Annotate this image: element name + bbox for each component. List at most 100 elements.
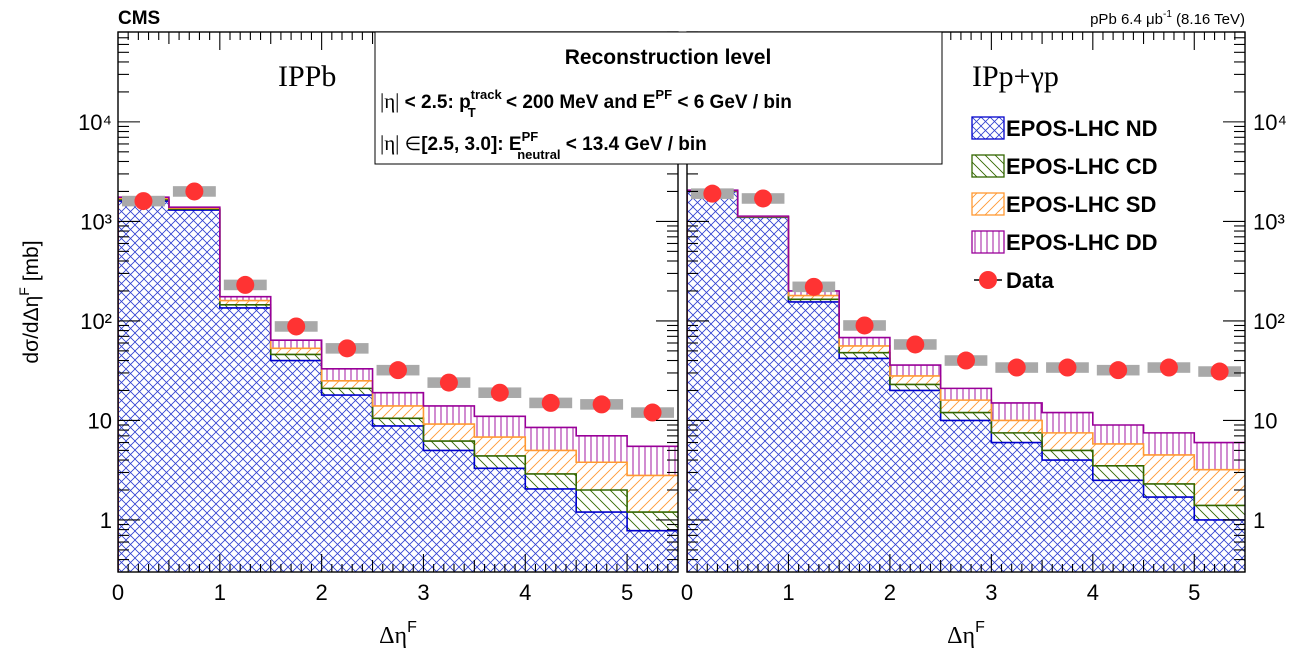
- legend-swatch: [971, 154, 1005, 178]
- bar-epos-lhc-dd-2: [219, 296, 271, 301]
- bar-epos-lhc-cd-7: [1042, 450, 1093, 461]
- data-point-10: [1210, 362, 1229, 381]
- bar-epos-lhc-sd-6: [423, 424, 475, 442]
- bar-epos-lhc-sd-5: [940, 400, 992, 413]
- y-tick-label: 10³: [1253, 209, 1285, 234]
- bar-epos-lhc-cd-10: [627, 512, 678, 531]
- bar-epos-lhc-nd-3: [839, 358, 890, 572]
- bar-epos-lhc-sd-7: [474, 437, 526, 456]
- data-point-8: [541, 393, 560, 412]
- bar-epos-lhc-sd-4: [889, 375, 941, 385]
- step-epos-lhc-cd: [118, 198, 678, 572]
- bar-epos-lhc-cd-2: [788, 299, 840, 302]
- plot-frame: [686, 31, 1246, 573]
- legend-label: EPOS-LHC SD: [1006, 192, 1156, 217]
- y-tick-label: 10: [88, 408, 112, 433]
- bar-epos-lhc-cd-10: [1194, 505, 1245, 520]
- y-tick-label: 10: [1253, 408, 1277, 433]
- bar-epos-lhc-dd-3: [839, 337, 890, 346]
- bar-epos-lhc-cd-2: [219, 304, 271, 308]
- bar-epos-lhc-dd-9: [576, 435, 628, 463]
- bar-epos-lhc-nd-8: [1092, 480, 1144, 572]
- data-point-9: [592, 395, 611, 414]
- data-point-5: [957, 351, 975, 370]
- data-point-5: [389, 361, 407, 380]
- bar-epos-lhc-nd-1: [737, 217, 789, 572]
- step-epos-lhc-dd: [687, 189, 1245, 572]
- bar-epos-lhc-nd-5: [940, 420, 992, 572]
- x-tick-label: 5: [1188, 580, 1200, 605]
- bar-epos-lhc-cd-9: [1143, 483, 1195, 498]
- bar-epos-lhc-dd-7: [1042, 412, 1093, 433]
- panel-1: 0 1 2 3 4 5 1 10 10² 10³ 10⁴ ΔηF IPPb dσ/dΔηF [mb]: [16, 31, 679, 649]
- x-tick-label: 3: [985, 580, 997, 605]
- bar-epos-lhc-nd-7: [474, 468, 526, 572]
- x-tick-label: 5: [621, 580, 633, 605]
- data-point-6: [1007, 358, 1026, 377]
- bar-epos-lhc-sd-8: [525, 450, 577, 474]
- bar-epos-lhc-sd-5: [372, 405, 424, 419]
- bar-epos-lhc-cd-3: [270, 354, 322, 361]
- legend-item-epos-lhc-dd: EPOS-LHC DD: [971, 230, 1158, 255]
- x-tick-label: 1: [214, 580, 226, 605]
- x-tick-label: 2: [316, 580, 328, 605]
- bar-epos-lhc-dd-4: [889, 365, 941, 376]
- bar-epos-lhc-cd-7: [474, 455, 526, 469]
- legend-label: EPOS-LHC DD: [1006, 230, 1158, 255]
- x-tick-label: 1: [782, 580, 794, 605]
- bar-epos-lhc-nd-10: [1194, 519, 1245, 572]
- data-point-9: [1159, 358, 1178, 377]
- bar-epos-lhc-nd-5: [372, 425, 424, 572]
- bar-epos-lhc-cd-5: [372, 418, 424, 426]
- x-tick-label: 0: [112, 580, 124, 605]
- step-epos-lhc-nd: [118, 200, 678, 572]
- legend-swatch: [971, 192, 1005, 216]
- bar-epos-lhc-sd-9: [1143, 454, 1195, 484]
- bar-epos-lhc-sd-4: [321, 380, 373, 389]
- x-tick-label: 2: [884, 580, 896, 605]
- legend-item-epos-lhc-sd: EPOS-LHC SD: [971, 192, 1156, 217]
- data-point-7: [490, 383, 509, 402]
- x-tick-label: 4: [1087, 580, 1099, 605]
- step-epos-lhc-dd: [118, 196, 678, 572]
- data-point-6: [439, 373, 458, 392]
- bar-epos-lhc-nd-9: [576, 512, 628, 572]
- bar-epos-lhc-nd-7: [1042, 460, 1093, 572]
- bar-epos-lhc-nd-1: [168, 210, 220, 572]
- bar-epos-lhc-dd-8: [525, 427, 577, 451]
- bar-epos-lhc-nd-10: [627, 530, 678, 572]
- bar-epos-lhc-dd-5: [940, 388, 992, 401]
- bar-epos-lhc-nd-3: [270, 360, 322, 572]
- bar-epos-lhc-dd-5: [372, 392, 424, 406]
- data-point-4: [338, 339, 357, 358]
- y-tick-label: 1: [100, 508, 112, 533]
- luminosity-label: pPb 6.4 μb-1 (8.16 TeV): [1090, 9, 1245, 28]
- bar-epos-lhc-sd-8: [1092, 443, 1144, 466]
- data-point-8: [1109, 361, 1128, 380]
- data-point-10: [643, 403, 662, 422]
- panel-label: IPp+γp: [972, 60, 1059, 93]
- bar-epos-lhc-cd-4: [889, 384, 941, 391]
- bar-epos-lhc-sd-10: [627, 475, 678, 513]
- y-tick-label: 1: [1253, 508, 1265, 533]
- legend-item-epos-lhc-cd: EPOS-LHC CD: [971, 154, 1158, 179]
- bar-epos-lhc-nd-0: [118, 201, 169, 572]
- data-point-7: [1058, 358, 1077, 377]
- legend-item-epos-lhc-nd: EPOS-LHC ND: [971, 116, 1158, 141]
- textbox-line1: |η| < 2.5: ptrack T < 200 MeV and EPF < 6…: [380, 87, 792, 120]
- bar-epos-lhc-nd-8: [525, 488, 577, 572]
- data-point-2: [236, 275, 255, 294]
- bar-epos-lhc-nd-0: [687, 191, 738, 572]
- y-tick-label: 10⁴: [1253, 110, 1287, 135]
- bar-epos-lhc-nd-6: [991, 442, 1043, 572]
- data-point-1: [185, 182, 204, 201]
- bar-epos-lhc-dd-9: [1143, 432, 1195, 455]
- legend-label: EPOS-LHC CD: [1006, 154, 1158, 179]
- bar-epos-lhc-cd-6: [423, 441, 475, 451]
- legend-label: Data: [1006, 268, 1054, 293]
- legend: EPOS-LHC ND EPOS-LHC CD EPOS-LHC SD EPOS-LH…: [971, 116, 1158, 293]
- y-tick-label: 10³: [80, 209, 112, 234]
- textbox-line2: |η| ∈[2.5, 3.0]: EPF neutral < 13.4 GeV /…: [380, 129, 707, 162]
- bar-epos-lhc-nd-6: [423, 450, 475, 572]
